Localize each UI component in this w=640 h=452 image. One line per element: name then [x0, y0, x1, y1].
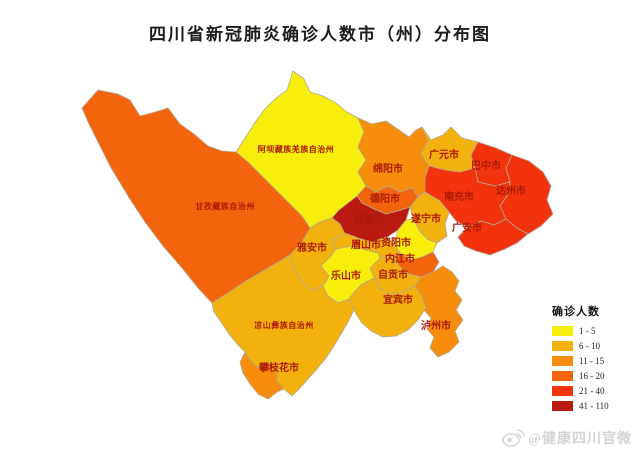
region-label-dazhou: 达州市	[496, 186, 526, 197]
legend: 确诊人数 1 - 5 6 - 10 11 - 15 16 - 20 21 - 4…	[548, 303, 638, 413]
region-label-mianyang: 绵阳市	[373, 164, 403, 175]
region-label-meishan: 眉山市	[351, 240, 381, 251]
map-title: 四川省新冠肺炎确诊人数市（州）分布图	[149, 25, 491, 44]
legend-range: 21 - 40	[579, 385, 605, 396]
region-label-panzhihua: 攀枝花市	[259, 363, 299, 374]
region-mianyang	[357, 117, 430, 198]
legend-item: 16 - 20	[548, 368, 638, 383]
legend-item: 21 - 40	[548, 383, 638, 398]
region-label-ziyang: 资阳市	[381, 238, 411, 249]
legend-swatch	[552, 385, 573, 396]
region-label-deyang: 德阳市	[370, 194, 400, 205]
region-label-neijiang: 内江市	[385, 254, 415, 265]
legend-item: 41 - 110	[548, 398, 638, 413]
legend-swatch	[552, 370, 573, 381]
region-label-yibin: 宜宾市	[383, 295, 413, 306]
region-luzhou	[414, 265, 464, 358]
legend-range: 11 - 15	[579, 355, 605, 366]
region-guangan	[457, 218, 529, 256]
legend-item: 1 - 5	[548, 323, 638, 338]
legend-title: 确诊人数	[552, 306, 600, 318]
region-label-luzhou: 泸州市	[421, 321, 451, 332]
watermark-text: @健康四川官微	[527, 432, 632, 447]
legend-swatch	[552, 400, 573, 411]
region-label-bazhong: 巴中市	[471, 161, 501, 172]
region-label-liangshan: 凉山彝族自治州	[254, 321, 314, 330]
region-label-chengdu: 成都市	[354, 215, 384, 226]
legend-range: 1 - 5	[579, 325, 596, 336]
legend-item: 11 - 15	[548, 353, 638, 368]
region-label-nanchong: 南充市	[444, 192, 474, 203]
region-label-suining: 遂宁市	[411, 214, 441, 225]
region-label-guangan: 广安市	[452, 223, 482, 234]
legend-swatch	[552, 340, 573, 351]
region-label-aba: 阿坝藏族羌族自治州	[257, 145, 335, 154]
legend-item: 6 - 10	[548, 338, 638, 353]
region-liangshan	[211, 254, 355, 397]
watermark: @健康四川官微	[501, 428, 632, 448]
legend-range: 41 - 110	[579, 400, 609, 411]
region-label-zigong: 自贡市	[378, 270, 408, 281]
region-label-yaan: 雅安市	[297, 243, 327, 254]
legend-range: 6 - 10	[579, 340, 600, 351]
weibo-logo-icon	[502, 429, 525, 447]
region-ganzi	[81, 89, 311, 304]
legend-swatch	[552, 355, 573, 366]
region-label-leshan: 乐山市	[331, 271, 361, 282]
legend-range: 16 - 20	[579, 370, 605, 381]
region-label-guangyuan: 广元市	[429, 150, 459, 161]
region-meishan	[331, 232, 401, 259]
region-label-ganzi: 甘孜藏族自治州	[195, 202, 255, 211]
region-panzhihua	[239, 351, 285, 400]
legend-swatch	[552, 325, 573, 336]
